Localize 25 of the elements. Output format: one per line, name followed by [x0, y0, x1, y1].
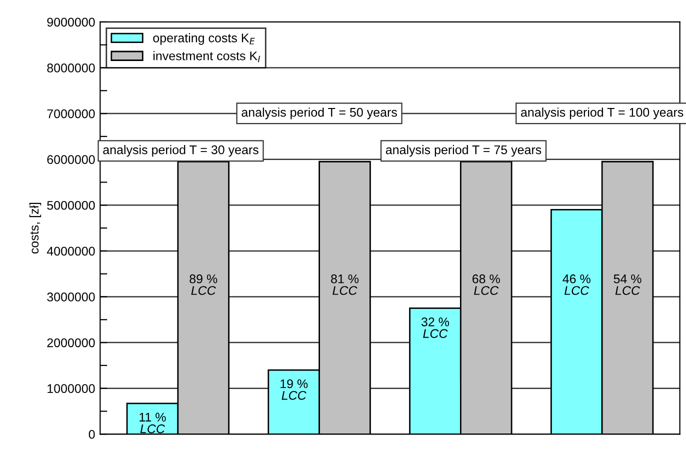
annotation: 89 % LCC: [190, 274, 218, 295]
annotation: analysis period T = 50 years: [242, 108, 397, 120]
y-tick-label: 2000000: [47, 338, 95, 348]
y-tick-label: 7000000: [47, 109, 95, 118]
y-tick-label: 8000000: [47, 64, 95, 72]
legend-label: operating costs K$_{E}$: [153, 33, 255, 45]
legend-label: investment costs K$_{I}$: [153, 51, 260, 62]
annotation: 19 % LCC: [280, 379, 308, 400]
annotation: 11 % LCC: [140, 412, 166, 434]
annotation: 32 % LCC: [421, 317, 450, 338]
y-tick-label: 1000000: [48, 384, 95, 393]
y-tick-label: 6000000: [47, 155, 95, 164]
y-tick-label: 9000000: [47, 18, 95, 27]
annotation: 46 % LCC: [562, 274, 590, 295]
y-tick-label: 4000000: [46, 246, 95, 256]
annotation: 81 % LCC: [331, 274, 359, 295]
annotation: analysis period T = 75 years: [386, 145, 542, 157]
annotation: analysis period T = 30 years: [103, 145, 258, 157]
y-axis-title: costs, [zł]: [29, 202, 42, 254]
y-tick-label: 0: [88, 430, 95, 439]
y-tick-label: 3000000: [47, 292, 95, 302]
annotation: analysis period T = 100 years: [521, 108, 684, 120]
annotation: 54 % LCC: [614, 274, 642, 295]
annotation: 68 % LCC: [472, 274, 500, 295]
y-tick-label: 5000000: [47, 200, 95, 210]
